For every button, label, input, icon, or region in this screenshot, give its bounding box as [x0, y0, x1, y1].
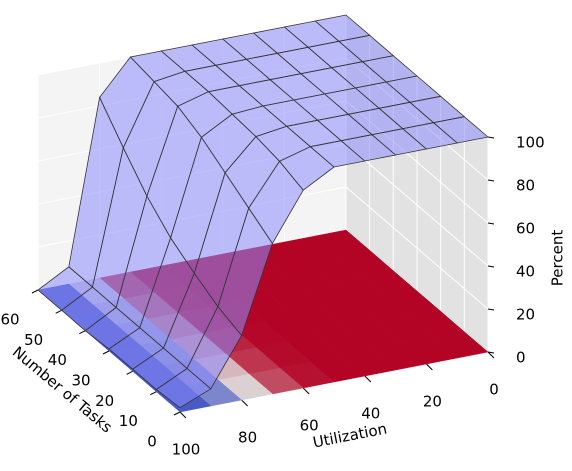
z-tick	[487, 265, 495, 268]
grid-line	[345, 186, 489, 310]
x-tick-label: 40	[361, 405, 380, 423]
x-tick	[241, 399, 248, 407]
x-tick	[364, 375, 372, 383]
x-tick-label: 20	[423, 393, 442, 411]
x-tick	[179, 411, 187, 419]
x-axis-label: Utilization	[311, 420, 388, 452]
y-tick-label: 0	[147, 433, 157, 451]
z-tick-label: 80	[516, 177, 535, 195]
z-tick-label: 0	[516, 349, 526, 367]
x-tick-label: 100	[172, 441, 201, 459]
grid-line	[345, 143, 489, 267]
y-tick-label: 10	[119, 412, 138, 430]
z-tick	[487, 222, 495, 225]
z-tick-label: 40	[516, 263, 535, 281]
y-tick-label: 60	[0, 311, 19, 329]
x-tick-label: 60	[300, 417, 319, 435]
surface-face	[155, 367, 212, 409]
y-tick	[55, 309, 62, 314]
z-tick-label: 20	[516, 306, 535, 324]
z-tick	[487, 308, 495, 311]
y-tick-label: 40	[48, 351, 67, 369]
z-tick-label: 100	[516, 134, 545, 152]
x-tick	[302, 387, 310, 395]
z-axis-label: Percent	[549, 230, 567, 287]
y-tick	[126, 370, 133, 375]
y-tick	[173, 411, 181, 416]
x-tick	[487, 351, 495, 359]
x-tick-label: 80	[238, 429, 257, 447]
y-tick-label: 50	[24, 331, 43, 349]
z-tick-label: 60	[516, 220, 535, 238]
y-tick-label: 20	[95, 392, 114, 410]
y-tick	[79, 330, 86, 335]
y-tick	[31, 289, 39, 294]
z-tick	[487, 179, 495, 182]
y-tick	[102, 350, 110, 355]
x-tick-label: 0	[489, 381, 499, 399]
z-tick	[487, 351, 495, 354]
z-tick	[487, 136, 495, 139]
y-tick-label: 30	[71, 372, 90, 390]
y-tick	[150, 391, 157, 396]
x-tick	[426, 363, 433, 371]
